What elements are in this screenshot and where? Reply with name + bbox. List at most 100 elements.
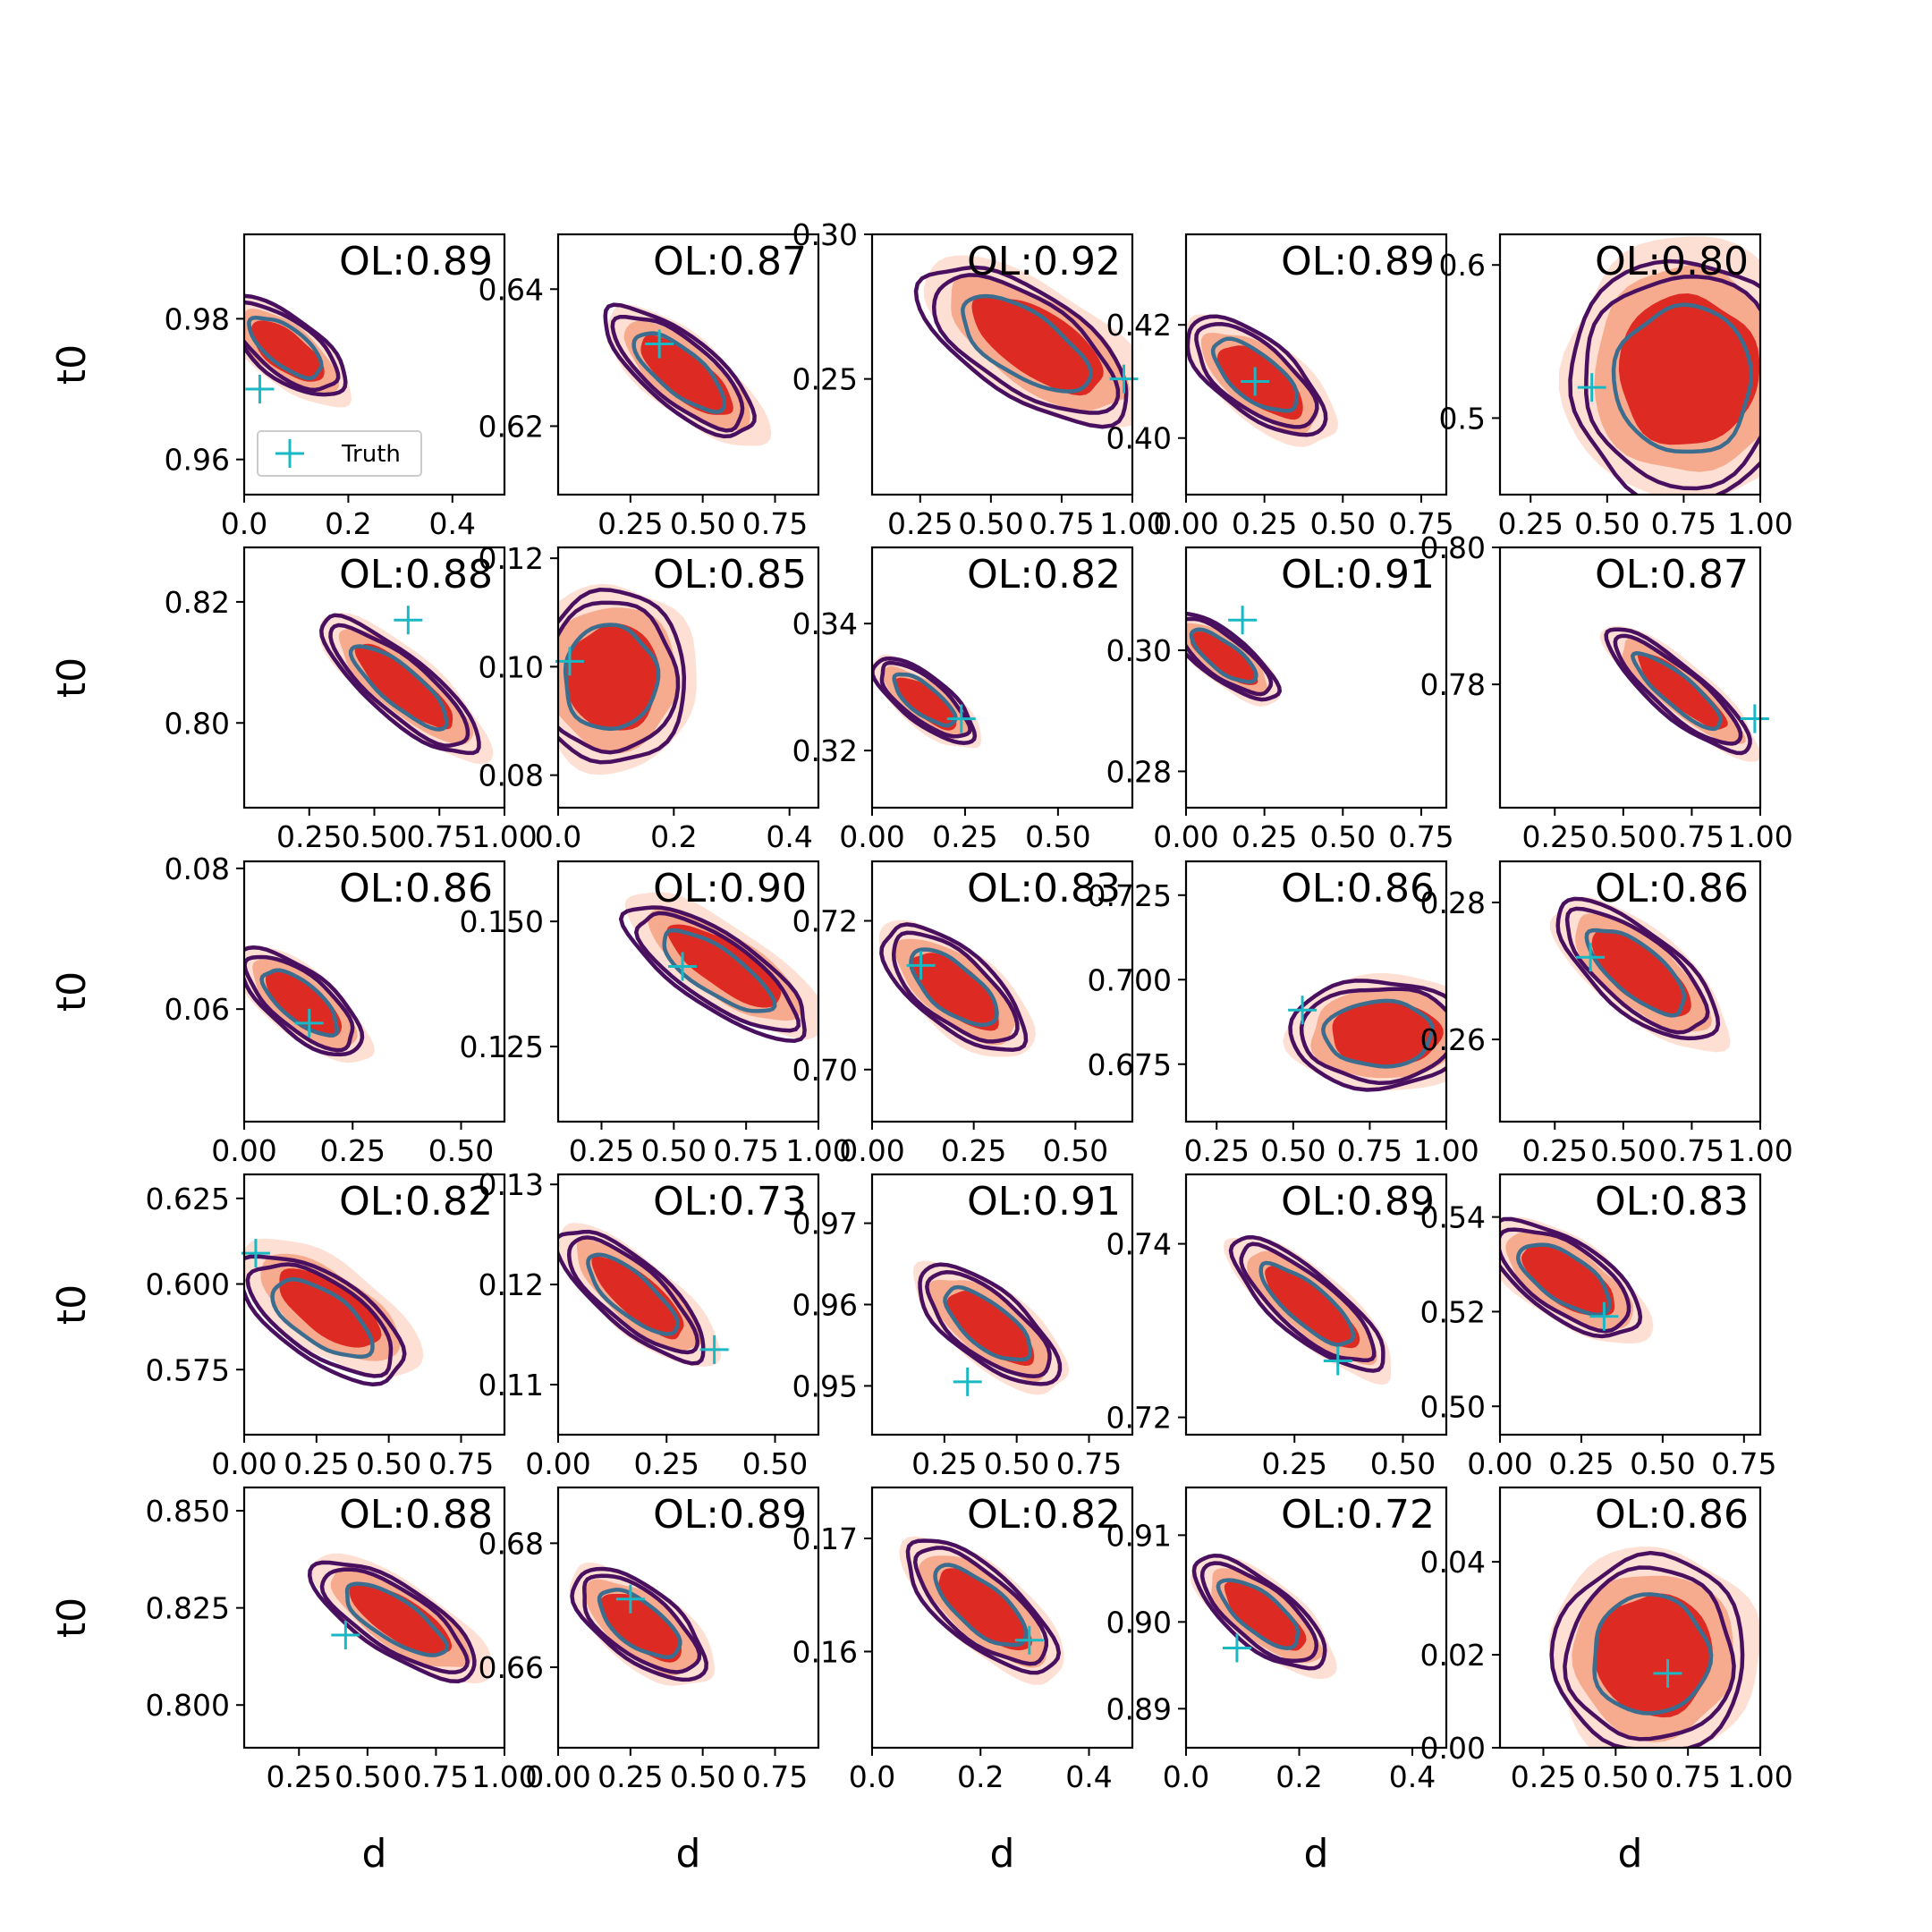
- x-tick-label: 0.25: [276, 819, 342, 854]
- x-tick-label: 0.75: [1388, 819, 1453, 854]
- axes-frame: [1498, 1486, 1762, 1750]
- truth-marker: [1288, 996, 1318, 1025]
- density-contours: [558, 583, 697, 775]
- density-contours: [603, 302, 772, 446]
- x-tick-label: 0.2: [1275, 1759, 1322, 1794]
- contour-line-inner: [1630, 651, 1723, 732]
- y-tick-label: 0.98: [165, 301, 230, 336]
- contour-line-middle: [633, 911, 801, 1033]
- x-tick-label: 0.0: [221, 506, 267, 541]
- y-tick-label: 0.32: [792, 733, 858, 768]
- contour-line-outer: [244, 945, 365, 1057]
- y-tick-label: 0.17: [792, 1521, 858, 1556]
- density-fill-inner: [564, 623, 661, 731]
- y-tick-label: 0.40: [1106, 421, 1172, 456]
- axes-frame: [1498, 233, 1762, 496]
- x-tick-label: 0.00: [1153, 506, 1218, 541]
- density-fill-inner: [1638, 652, 1728, 730]
- density-contours: [1186, 611, 1283, 707]
- subplot-19: OL:0.89 0.25 0.50 0.72 0.74: [1106, 1173, 1448, 1481]
- axes-frame: [242, 233, 506, 496]
- contour-line-outer: [879, 922, 1029, 1052]
- overlap-annotation: OL:0.86: [339, 866, 493, 911]
- y-tick-label: 0.800: [146, 1688, 230, 1723]
- density-contours: [618, 892, 818, 1043]
- subplot-17: OL:0.73 0.00 0.25 0.50 0.11 0.12 0.13: [479, 1167, 820, 1481]
- x-tick-label: 0.25: [887, 506, 953, 541]
- y-tick-label: 0.62: [479, 409, 544, 444]
- truth-marker: [241, 1239, 270, 1268]
- y-tick-label: 0.125: [460, 1030, 544, 1064]
- contour-line-middle: [244, 954, 355, 1053]
- contour-line-inner: [259, 968, 339, 1038]
- subplot-9: OL:0.91 0.00 0.25 0.50 0.75 0.28 0.30: [1106, 546, 1454, 854]
- x-tick-label: 0.50: [1260, 1133, 1326, 1168]
- axes-frame: [870, 546, 1134, 809]
- subplot-3: OL:0.920.25 0.50 0.75 1.000.250.30: [792, 217, 1165, 541]
- subplot-6: OL:0.88 0.25 0.50 0.75 1.00 0.80 0.82 t0: [49, 546, 538, 854]
- y-tick-label: 0.80: [165, 706, 230, 741]
- truth-marker: [946, 704, 976, 733]
- x-tick-label: 1.00: [1727, 1759, 1792, 1794]
- contour-line-outer: [244, 293, 348, 397]
- truth-marker: [1589, 1301, 1619, 1331]
- overlap-annotation: OL:0.82: [967, 1492, 1121, 1538]
- density-contours: [913, 255, 1132, 429]
- subplot-25: OL:0.86 0.25 0.50 0.75 1.00 0.00 0.02 0.04 d: [1420, 1486, 1793, 1877]
- x-tick-label: 0.0: [535, 819, 581, 854]
- density-contours: [244, 1238, 424, 1387]
- x-tick-label: 0.25: [1232, 819, 1297, 854]
- contour-line-outer: [558, 588, 687, 765]
- x-tick-label: 0.50: [670, 506, 735, 541]
- subplot-10: OL:0.87 0.25 0.50 0.75 1.00 0.78 0.80: [1420, 530, 1793, 854]
- x-tick-label: 0.50: [428, 1133, 494, 1168]
- contour-line-outer: [1568, 258, 1760, 495]
- x-tick-label: 0.50: [1043, 1133, 1108, 1168]
- contour-line-inner: [909, 947, 999, 1028]
- contour-line-outer: [918, 1262, 1063, 1386]
- density-fill-inner: [599, 1594, 682, 1663]
- truth-marker: [1014, 1625, 1044, 1655]
- density-contours: [1558, 236, 1760, 495]
- overlap-annotation: OL:0.73: [653, 1179, 807, 1224]
- x-tick-label: 0.50: [356, 1446, 421, 1481]
- x-tick-label: 0.25: [941, 1133, 1006, 1168]
- truth-marker: [555, 647, 584, 676]
- subplot-11: OL:0.86 0.00 0.25 0.50 0.06 0.08 t0: [49, 852, 506, 1168]
- density-contours: [558, 1223, 721, 1367]
- density-fill-inner: [937, 1568, 1033, 1651]
- truth-marker: [615, 1584, 645, 1614]
- y-tick-label: 0.80: [1420, 530, 1486, 565]
- x-tick-label: 0.25: [1548, 1446, 1614, 1481]
- contour-line-outer: [319, 613, 481, 756]
- axes-frame: [242, 1173, 506, 1436]
- contour-line-outer: [307, 1560, 477, 1683]
- truth-marker: [1228, 606, 1258, 635]
- overlap-annotation: OL:0.88: [339, 552, 493, 597]
- contour-line-outer: [872, 656, 978, 745]
- y-tick-label: 0.12: [479, 541, 544, 576]
- x-tick-label: 0.25: [634, 1446, 699, 1481]
- x-tick-label: 0.00: [1153, 819, 1218, 854]
- legend-box: [257, 430, 422, 477]
- density-fill-inner: [1521, 1244, 1614, 1316]
- x-tick-label: 0.50: [1590, 1133, 1656, 1168]
- contour-line-inner: [933, 1563, 1029, 1648]
- y-tick-label: 0.13: [479, 1167, 544, 1202]
- overlap-annotation: OL:0.91: [967, 1179, 1121, 1224]
- overlap-annotation: OL:0.92: [967, 239, 1121, 284]
- truth-marker: [245, 375, 275, 404]
- truth-marker: [953, 1367, 982, 1396]
- density-fill-inner: [666, 924, 782, 1008]
- y-axis-label: t0: [49, 344, 95, 385]
- y-tick-label: 0.28: [1420, 886, 1486, 920]
- contour-line-outer: [1186, 611, 1283, 702]
- y-tick-label: 0.26: [1420, 1022, 1486, 1057]
- x-tick-label: 0.75: [1659, 1133, 1724, 1168]
- density-contours: [1223, 1234, 1392, 1385]
- overlap-annotation: OL:0.80: [1595, 239, 1749, 284]
- x-axis-label: d: [362, 1831, 387, 1877]
- density-fill-inner: [354, 643, 453, 730]
- x-axis-label: d: [990, 1831, 1015, 1877]
